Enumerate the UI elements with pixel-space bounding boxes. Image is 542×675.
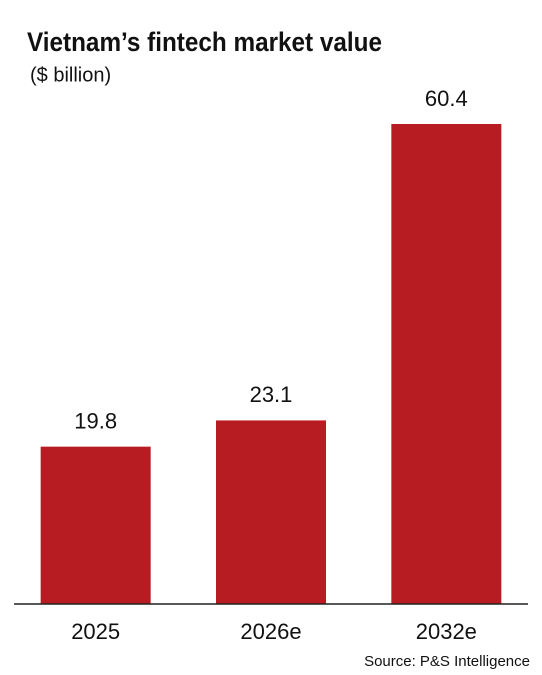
source: Source: P&S Intelligence xyxy=(364,653,530,670)
x-tick-label: 2032e xyxy=(416,619,477,644)
bar xyxy=(216,420,326,604)
chart-title: Vietnam’s fintech market value xyxy=(27,28,382,57)
x-tick-label: 2026e xyxy=(240,619,301,644)
bar xyxy=(391,124,502,604)
value-label: 19.8 xyxy=(74,408,117,433)
bar xyxy=(40,446,151,604)
value-label: 23.1 xyxy=(250,382,293,407)
x-tick-label: 2025 xyxy=(71,619,120,644)
chart-subtitle: ($ billion) xyxy=(30,64,111,86)
value-label: 60.4 xyxy=(425,86,468,111)
